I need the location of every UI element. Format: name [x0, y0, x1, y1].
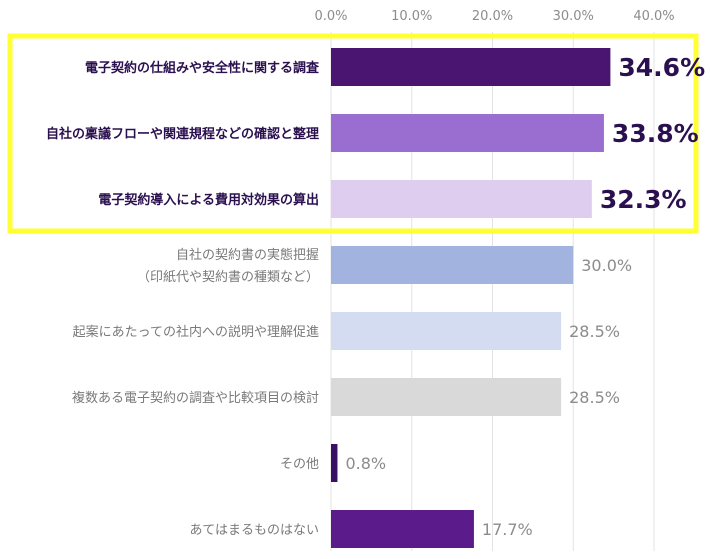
value-label: 28.5%: [569, 388, 620, 407]
bar: [331, 246, 574, 284]
x-tick-labels: 0.0% 10.0% 20.0% 30.0% 40.0%: [314, 9, 674, 24]
value-label: 17.7%: [482, 520, 533, 539]
x-tick-label: 0.0%: [314, 9, 347, 24]
x-tick-label: 10.0%: [391, 9, 432, 24]
value-label: 32.3%: [600, 185, 687, 214]
category-label: 起案にあたっての社内への説明や理解促進: [73, 324, 319, 340]
category-label: 複数ある電子契約の調査や比較項目の検討: [72, 390, 319, 406]
bar: [331, 114, 604, 152]
category-label: （印紙代や契約書の種類など）: [137, 269, 319, 285]
category-label: 電子契約の仕組みや安全性に関する調査: [85, 60, 320, 76]
category-label: 自社の稟議フローや関連規程などの確認と整理: [46, 126, 319, 142]
category-label: その他: [280, 457, 319, 472]
category-labels: 電子契約の仕組みや安全性に関する調査自社の稟議フローや関連規程などの確認と整理電…: [46, 60, 320, 538]
bar: [331, 312, 562, 350]
category-label: あてはまるものはない: [190, 523, 319, 538]
bar: [331, 48, 611, 86]
category-label: 電子契約導入による費用対効果の算出: [98, 192, 319, 208]
value-labels: 34.6% 33.8% 32.3% 30.0% 28.5% 28.5% 0.8% 17.7%: [345, 53, 705, 539]
bar: [331, 444, 338, 482]
value-label: 0.8%: [345, 454, 386, 473]
bars: [331, 48, 611, 548]
x-tick-label: 40.0%: [633, 9, 674, 24]
x-tick-label: 30.0%: [553, 9, 594, 24]
x-tick-label: 20.0%: [472, 9, 513, 24]
bar: [331, 510, 474, 548]
value-label: 34.6%: [618, 53, 705, 82]
category-label: 自社の契約書の実態把握: [176, 247, 319, 263]
bar: [331, 378, 562, 416]
bar: [331, 180, 592, 218]
value-label: 33.8%: [612, 119, 699, 148]
grid-lines: [330, 32, 655, 551]
value-label: 28.5%: [569, 322, 620, 341]
highlight-box: [7, 33, 699, 234]
value-label: 30.0%: [581, 256, 632, 275]
